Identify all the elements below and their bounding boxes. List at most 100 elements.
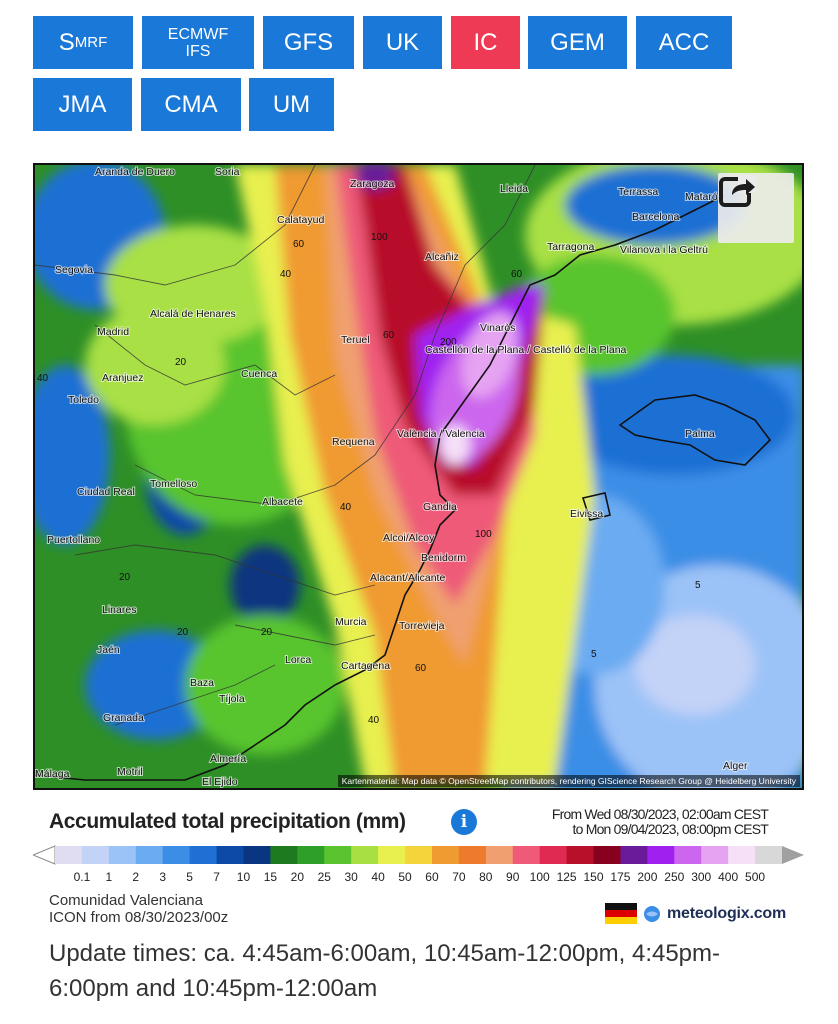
city-labels: Aranda de Duero Soria Zaragoza Lleida Te… xyxy=(35,165,749,788)
model-button-acc[interactable]: ACC xyxy=(636,16,732,69)
model-label: ECMWF xyxy=(167,25,229,43)
model-button-ic[interactable]: IC xyxy=(451,16,520,69)
scale-swatch xyxy=(755,846,783,864)
contour-label: 5 xyxy=(695,580,701,591)
globe-icon xyxy=(644,905,660,922)
city-label: Alcoi/Alcoy xyxy=(383,532,435,544)
region-name: Comunidad Valenciana xyxy=(49,892,203,909)
city-label: Málaga xyxy=(35,768,70,780)
share-icon xyxy=(719,175,756,207)
scale-swatch xyxy=(324,846,352,864)
model-label-line2: IFS xyxy=(185,42,211,60)
scale-tick-label: 30 xyxy=(344,870,358,884)
model-label: UM xyxy=(272,90,311,118)
city-label: Baza xyxy=(190,677,214,689)
model-button-smrf[interactable]: S MRF xyxy=(33,16,133,69)
scale-swatch xyxy=(243,846,271,864)
model-label: S xyxy=(58,28,75,56)
city-label: Alger xyxy=(723,760,748,772)
city-label: Zaragoza xyxy=(350,178,395,190)
model-label: JMA xyxy=(58,90,107,118)
scale-tick-label: 7 xyxy=(213,870,220,884)
city-label: Linares xyxy=(102,604,136,616)
city-label: València / Valencia xyxy=(397,428,485,440)
scale-tick-label: 60 xyxy=(425,870,439,884)
city-label: Calatayud xyxy=(277,214,324,226)
scale-tick-label: 1 xyxy=(105,870,113,884)
contour-label: 20 xyxy=(261,627,273,638)
city-label: Cartagena xyxy=(341,660,390,672)
scale-tick-label: 25 xyxy=(317,870,331,884)
forecast-period: From Wed 08/30/2023, 02:00am CEST to Mon… xyxy=(552,807,769,837)
info-icon[interactable]: i xyxy=(451,809,477,835)
city-label: Torrevieja xyxy=(399,620,445,632)
scale-swatch xyxy=(216,846,244,864)
color-scale-ticks: 0.1 1 2 3 5 7 10 15 20 25 30 40 50 60 70 80 90 100 125 150 1… xyxy=(33,870,804,886)
model-label: UK xyxy=(385,28,420,56)
model-run: ICON from 08/30/2023/00z xyxy=(49,909,229,926)
city-label: Almería xyxy=(210,753,246,765)
scale-swatch xyxy=(189,846,218,864)
city-label: Cuenca xyxy=(241,368,277,380)
city-label: Lleida xyxy=(500,183,528,195)
scale-tick-label: 70 xyxy=(452,870,466,884)
contour-label: 20 xyxy=(177,627,189,638)
city-label: Castellón de la Plana / Castelló de la P… xyxy=(425,344,627,356)
scale-tick-label: 15 xyxy=(263,870,278,884)
scale-tick-label: 500 xyxy=(745,870,766,884)
city-label: Vilanova i la Geltrú xyxy=(620,244,708,256)
city-label: Benidorm xyxy=(421,552,466,564)
scale-tick-label: 100 xyxy=(529,870,550,884)
scale-tick-label: 2 xyxy=(132,870,140,884)
scale-max-arrow xyxy=(782,846,804,864)
contour-label: 60 xyxy=(511,269,523,280)
model-label: GFS xyxy=(283,28,334,56)
city-label: Eivissa xyxy=(570,508,603,520)
scale-swatch xyxy=(378,846,406,864)
scale-swatch xyxy=(674,846,702,864)
scale-swatch xyxy=(135,846,164,864)
scale-swatch xyxy=(593,846,621,864)
scale-swatch xyxy=(162,846,191,864)
city-label: Ciudad Real xyxy=(77,486,135,498)
model-sublabel: MRF xyxy=(74,34,108,51)
city-label: Requena xyxy=(332,436,375,448)
model-button-jma[interactable]: JMA xyxy=(33,78,132,131)
model-label: IC xyxy=(473,28,498,56)
contour-label: 40 xyxy=(368,715,380,726)
legend-title: Accumulated total precipitation (mm) xyxy=(49,810,406,833)
scale-swatch xyxy=(108,846,137,864)
city-label: Alcañiz xyxy=(425,251,459,263)
city-label: El Ejido xyxy=(202,776,238,788)
model-button-ecmwf[interactable]: ECMWF IFS xyxy=(142,16,254,69)
contour-label: 40 xyxy=(37,373,49,384)
scale-tick-label: 10 xyxy=(236,870,251,884)
update-times: Update times: ca. 4:45am-6:00am, 10:45am… xyxy=(49,940,721,1002)
scale-tick-label: 3 xyxy=(159,870,167,884)
scale-tick-label: 0.1 xyxy=(73,870,91,884)
brand-name: meteologix.com xyxy=(667,904,787,922)
contour-label: 40 xyxy=(280,269,292,280)
precipitation-map[interactable]: 60 40 100 60 20 60 200 40 20 40 100 20 2… xyxy=(33,163,804,790)
city-label: Madrid xyxy=(97,326,129,338)
city-label: Jaén xyxy=(97,644,120,656)
model-button-gem[interactable]: GEM xyxy=(528,16,627,69)
model-button-um[interactable]: UM xyxy=(249,78,334,131)
city-label: Motril xyxy=(117,766,143,778)
scale-swatch xyxy=(55,846,83,864)
scale-min-arrow xyxy=(31,845,56,865)
color-scale-bar xyxy=(31,845,804,865)
city-label: Palma xyxy=(685,428,715,440)
contour-label: 5 xyxy=(591,649,597,660)
contour-label: 60 xyxy=(415,663,427,674)
scale-swatch xyxy=(270,846,298,864)
model-button-cma[interactable]: CMA xyxy=(141,78,241,131)
contour-labels: 60 40 100 60 20 60 200 40 20 40 100 20 2… xyxy=(37,232,701,726)
brand[interactable]: meteologix.com xyxy=(605,903,786,924)
scale-swatch xyxy=(405,846,433,864)
share-button[interactable] xyxy=(718,173,794,243)
model-button-uk[interactable]: UK xyxy=(363,16,442,69)
scale-tick-label: 40 xyxy=(371,870,385,884)
model-button-gfs[interactable]: GFS xyxy=(263,16,354,69)
scale-swatch xyxy=(620,846,648,864)
